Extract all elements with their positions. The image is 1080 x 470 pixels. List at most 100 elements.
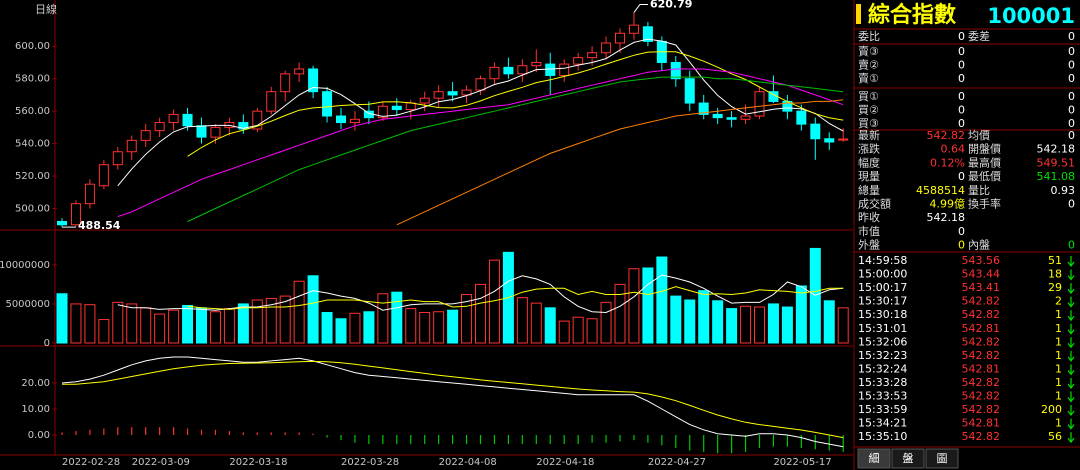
volume-bar xyxy=(98,319,110,344)
panel-label: 均價 xyxy=(968,128,990,142)
panel-value: 0 xyxy=(1068,72,1075,85)
tick-arrow xyxy=(1067,296,1075,308)
tick-time: 15:32:23 xyxy=(858,349,907,362)
x-tick-label: 2022-03-18 xyxy=(229,457,287,468)
annotation: 620.79 xyxy=(650,0,692,11)
volume-bar xyxy=(698,290,710,344)
tick-arrow xyxy=(1067,364,1075,376)
tick-time: 15:32:24 xyxy=(858,362,907,375)
panel-title: 綜合指數 xyxy=(868,2,956,28)
candle-body xyxy=(824,138,835,143)
tick-time: 15:00:00 xyxy=(858,268,907,281)
volume-bar xyxy=(767,303,779,344)
tick-time: 15:31:01 xyxy=(858,322,907,335)
panel-value: 0 xyxy=(1068,45,1075,58)
panel-label: 外盤 xyxy=(858,239,880,252)
volume-bar xyxy=(572,316,584,344)
volume-bar xyxy=(265,297,277,344)
volume-bar xyxy=(293,280,305,344)
volume-bar xyxy=(307,275,319,344)
candle-body xyxy=(642,26,653,42)
chart-title: 日線 xyxy=(35,2,57,16)
annotation: 488.54 xyxy=(78,219,121,232)
panel-label: 委比 xyxy=(858,30,880,43)
panel-label: 昨收 xyxy=(858,210,880,224)
tab[interactable] xyxy=(857,448,891,469)
tick-price: 543.56 xyxy=(962,254,1001,267)
volume-bar xyxy=(391,291,403,344)
tick-time: 15:33:28 xyxy=(858,376,907,389)
tick-volume: 51 xyxy=(1048,254,1062,267)
volume-bar xyxy=(670,295,682,344)
panel-value: 0 xyxy=(1068,117,1075,130)
volume-bar xyxy=(433,311,445,344)
tick-arrow xyxy=(1067,391,1075,403)
candle-body xyxy=(84,183,95,205)
candle-body xyxy=(838,138,849,141)
candle-body xyxy=(587,52,598,59)
tab-label[interactable]: 盤 xyxy=(903,452,914,465)
volume-bar xyxy=(461,294,473,344)
panel-label: 買③ xyxy=(858,117,879,130)
x-tick-label: 2022-04-08 xyxy=(439,457,497,468)
tick-price: 542.82 xyxy=(962,308,1001,321)
panel-label: 幅度 xyxy=(858,155,880,169)
volume-bar xyxy=(754,306,765,344)
candle-body xyxy=(419,97,430,104)
y-tick-label: 500.00 xyxy=(15,204,50,215)
panel-value: 0 xyxy=(1068,59,1075,72)
panel-value: 541.08 xyxy=(1037,170,1076,183)
volume-bar xyxy=(516,297,528,344)
y-tick-label: 0 xyxy=(44,338,50,349)
panel-value: 0 xyxy=(958,239,965,252)
panel-value: 4.99億 xyxy=(930,198,966,211)
candle-body xyxy=(98,164,109,187)
tab[interactable] xyxy=(925,448,959,469)
tick-volume: 1 xyxy=(1055,376,1062,389)
candle-body xyxy=(322,91,333,117)
volume-bar xyxy=(168,309,180,344)
candle-body xyxy=(545,63,556,76)
tick-time: 15:34:21 xyxy=(858,417,907,430)
panel-value: 0 xyxy=(1068,129,1075,142)
y-tick-label: 10000000 xyxy=(0,260,50,271)
line xyxy=(187,76,844,222)
panel-value: 0.64 xyxy=(941,143,966,156)
candle-body xyxy=(238,122,249,130)
volume-bar xyxy=(475,283,486,344)
panel-value: 0 xyxy=(958,30,965,43)
panel-label: 量比 xyxy=(968,184,990,197)
candle-body xyxy=(57,221,67,226)
tick-arrow xyxy=(1067,269,1075,281)
tick-time: 15:33:59 xyxy=(858,403,907,416)
volume-bar xyxy=(363,311,375,344)
candle-body xyxy=(517,65,528,75)
volume-bar xyxy=(795,285,807,344)
volume-bar xyxy=(377,293,389,344)
volume-bar xyxy=(656,256,668,344)
tick-volume: 1 xyxy=(1055,349,1062,362)
title-marker xyxy=(856,4,861,24)
volume-bar xyxy=(712,300,724,344)
candle-body xyxy=(140,130,151,141)
volume-bar xyxy=(335,318,347,344)
tick-arrow xyxy=(1067,256,1075,267)
panel-label: 總量 xyxy=(858,183,880,197)
candle-body xyxy=(349,118,360,124)
tick-arrow xyxy=(1067,337,1075,349)
panel-label: 開盤價 xyxy=(968,142,1001,156)
volume-bar xyxy=(726,308,738,344)
tick-time: 15:35:10 xyxy=(858,430,907,443)
candle-body xyxy=(294,68,305,75)
tab[interactable] xyxy=(891,448,925,469)
tab-label[interactable]: 細 xyxy=(869,452,880,465)
line xyxy=(187,51,844,157)
tab-label[interactable]: 圖 xyxy=(937,452,948,465)
x-tick-label: 2022-05-17 xyxy=(773,457,831,468)
tick-arrow xyxy=(1067,283,1075,295)
panel-value: 0 xyxy=(1068,104,1075,117)
tick-volume: 1 xyxy=(1055,390,1062,403)
volume-bar xyxy=(600,301,612,344)
tick-price: 542.82 xyxy=(962,430,1001,443)
line xyxy=(117,38,844,187)
